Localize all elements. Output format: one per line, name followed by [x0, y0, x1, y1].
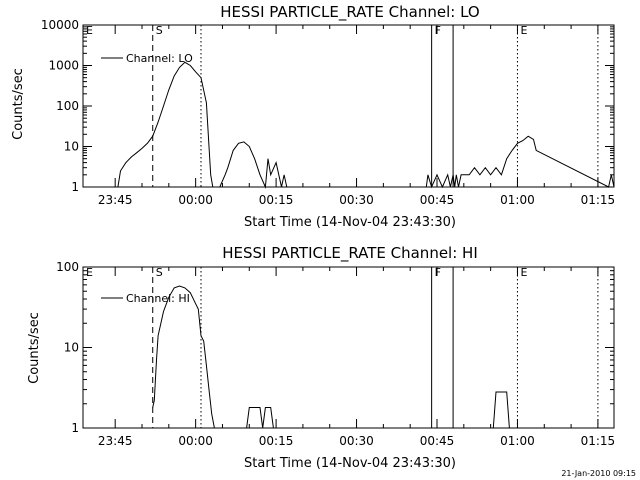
- chart-title: HESSI PARTICLE_RATE Channel: HI: [222, 244, 478, 263]
- event-marker-label: E: [520, 266, 527, 279]
- y-tick-label: 10: [64, 341, 79, 355]
- y-tick-label: 1: [71, 180, 79, 194]
- y-tick-label: 1: [71, 421, 79, 435]
- event-marker-label: F: [435, 266, 441, 279]
- chart-title: HESSI PARTICLE_RATE Channel: LO: [220, 3, 479, 22]
- legend-label: Channel: HI: [126, 292, 190, 305]
- y-tick-label: 10: [64, 140, 79, 154]
- x-axis-label: Start Time (14-Nov-04 23:43:30): [244, 215, 456, 230]
- event-marker-label: E: [86, 24, 93, 37]
- x-tick-label: 00:00: [178, 193, 213, 207]
- x-tick-label: 00:45: [420, 193, 455, 207]
- y-axis-label: Counts/sec: [27, 312, 42, 384]
- x-tick-label: 01:00: [500, 434, 535, 448]
- y-tick-label: 100: [56, 99, 79, 113]
- event-marker-label: S: [156, 24, 163, 37]
- x-tick-label: 00:45: [420, 434, 455, 448]
- x-tick-label: 00:30: [339, 193, 374, 207]
- x-axis-label: Start Time (14-Nov-04 23:43:30): [244, 456, 456, 471]
- x-tick-label: 00:15: [259, 193, 294, 207]
- x-tick-label: 23:45: [98, 434, 133, 448]
- y-tick-label: 10000: [41, 18, 79, 32]
- generation-timestamp: 21-Jan-2010 09:15: [561, 469, 636, 478]
- event-marker-label: E: [86, 266, 93, 279]
- x-tick-label: 00:15: [259, 434, 294, 448]
- event-marker-label: E: [520, 24, 527, 37]
- chart-panel-lo: HESSI PARTICLE_RATE Channel: LO Start Ti…: [11, 3, 615, 230]
- x-tick-label: 23:45: [98, 193, 133, 207]
- chart-panel-hi: HESSI PARTICLE_RATE Channel: HI Start Ti…: [27, 244, 615, 471]
- x-tick-label: 01:00: [500, 193, 535, 207]
- y-tick-label: 1000: [48, 59, 79, 73]
- series-line: [117, 61, 615, 189]
- y-axis-label: Counts/sec: [11, 68, 26, 140]
- y-tick-label: 100: [56, 260, 79, 274]
- x-tick-label: 00:30: [339, 434, 374, 448]
- series-line: [152, 285, 510, 429]
- event-marker-label: S: [156, 266, 163, 279]
- x-tick-label: 00:00: [178, 434, 213, 448]
- event-marker-label: F: [435, 24, 441, 37]
- x-tick-label: 01:15: [581, 193, 616, 207]
- x-tick-label: 01:15: [581, 434, 616, 448]
- legend-label: Channel: LO: [126, 52, 193, 65]
- plot-frame: [82, 24, 615, 188]
